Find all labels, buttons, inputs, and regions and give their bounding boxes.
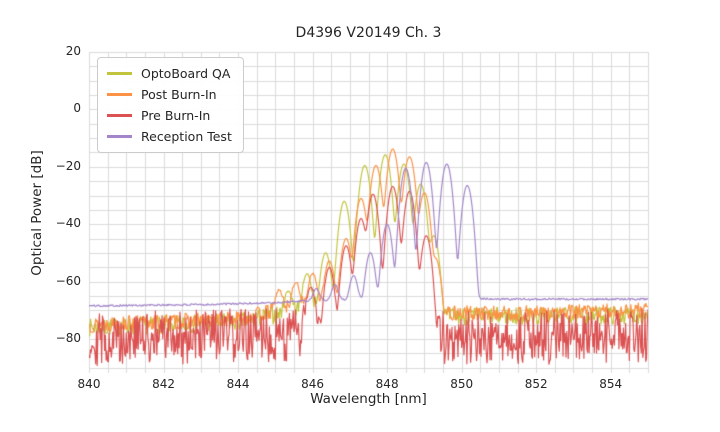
- legend-line-swatch: [107, 93, 132, 96]
- legend-label: Post Burn-In: [141, 87, 217, 102]
- legend-line-swatch: [107, 114, 132, 117]
- legend-line-swatch: [107, 72, 132, 75]
- y-tick-label: −60: [55, 273, 81, 288]
- x-tick-label: 850: [450, 377, 474, 391]
- x-tick-label: 846: [301, 377, 325, 391]
- y-tick-label: 20: [65, 44, 81, 58]
- legend-item-2: Pre Burn-In: [107, 105, 232, 126]
- legend-item-3: Reception Test: [107, 126, 232, 147]
- legend: OptoBoard QA Post Burn-In Pre Burn-In Recep…: [97, 57, 244, 153]
- legend-item-0: OptoBoard QA: [107, 63, 232, 84]
- legend-label: Reception Test: [141, 129, 232, 144]
- x-tick-label: 842: [152, 377, 175, 391]
- legend-item-1: Post Burn-In: [107, 84, 232, 105]
- y-tick-label: −80: [55, 331, 81, 346]
- legend-label: OptoBoard QA: [141, 66, 231, 81]
- legend-label: Pre Burn-In: [141, 108, 211, 123]
- y-tick-label: −20: [55, 158, 81, 173]
- x-axis-label: Wavelength [nm]: [310, 391, 427, 407]
- x-tick-label: 854: [599, 377, 623, 391]
- x-tick-label: 844: [226, 377, 250, 391]
- x-tick-label: 840: [77, 377, 101, 391]
- y-tick-label: −40: [55, 216, 81, 231]
- x-tick-label: 852: [524, 377, 548, 391]
- x-tick-label: 848: [375, 377, 399, 391]
- legend-line-swatch: [107, 135, 132, 138]
- y-tick-label: 0: [73, 101, 81, 116]
- plot-title: D4396 V20149 Ch. 3: [295, 25, 442, 41]
